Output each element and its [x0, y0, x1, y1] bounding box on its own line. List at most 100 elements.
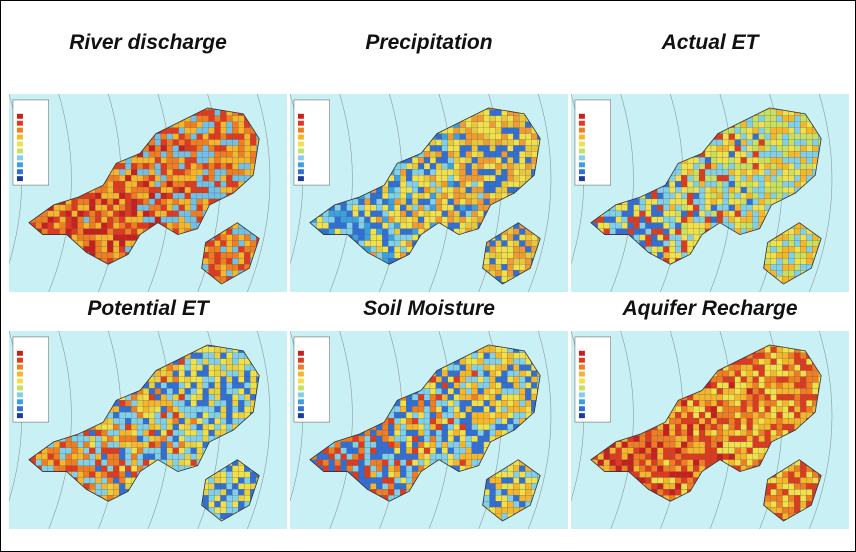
basin-cell — [232, 140, 238, 146]
basin-cell — [119, 211, 125, 217]
basin-cell — [442, 175, 448, 181]
basin-cell — [209, 169, 215, 175]
basin-cell — [406, 205, 412, 211]
basin-cell — [137, 169, 143, 175]
basin-cell — [687, 229, 693, 235]
basin-cell — [669, 229, 675, 235]
basin-cell — [507, 258, 513, 264]
basin-cell — [60, 460, 66, 466]
basin-cell — [448, 151, 454, 157]
basin-cell — [681, 175, 687, 181]
basin-cell — [777, 122, 783, 128]
basin-cell — [95, 235, 101, 241]
basin-cell — [519, 258, 525, 264]
basin-cell — [215, 122, 221, 128]
basin-cell — [484, 145, 490, 151]
basin-cell — [215, 388, 221, 394]
basin-cell — [143, 406, 149, 412]
basin-cell — [167, 151, 173, 157]
basin-cell — [215, 116, 221, 122]
basin-cell — [125, 424, 131, 430]
basin-cell — [179, 460, 185, 466]
basin-cell — [107, 199, 113, 205]
basin-cell — [54, 466, 60, 472]
basin-cell — [54, 211, 60, 217]
basin-cell — [442, 145, 448, 151]
basin-cell — [161, 371, 167, 377]
basin-cell — [400, 169, 406, 175]
basin-cell — [209, 264, 215, 270]
basin-cell — [496, 134, 502, 140]
basin-cell — [232, 145, 238, 151]
basin-cell — [155, 157, 161, 163]
basin-cell — [388, 205, 394, 211]
basin-cell — [203, 145, 209, 151]
basin-cell — [143, 400, 149, 406]
basin-cell — [191, 223, 197, 229]
basin-cell — [788, 175, 794, 181]
basin-cell — [119, 442, 125, 448]
basin-cell — [113, 252, 119, 258]
basin-cell — [72, 211, 78, 217]
basin-cell — [335, 217, 341, 223]
basin-cell — [782, 134, 788, 140]
basin-cell — [747, 151, 753, 157]
basin-cell — [531, 134, 537, 140]
basin-cell — [794, 134, 800, 140]
basin-cell — [388, 187, 394, 193]
basin-cell — [173, 140, 179, 146]
basin-cell — [185, 448, 191, 454]
basin-cell — [215, 134, 221, 140]
basin-cell — [513, 241, 519, 247]
basin-cell — [149, 187, 155, 193]
basin-cell — [448, 217, 454, 223]
basin-cell — [454, 163, 460, 169]
basin-cell — [788, 264, 794, 270]
basin-cell — [687, 199, 693, 205]
basin-cell — [663, 199, 669, 205]
basin-cell — [699, 205, 705, 211]
basin-cell — [161, 140, 167, 146]
basin-cell — [388, 199, 394, 205]
map — [9, 94, 287, 292]
map — [290, 94, 568, 292]
basin-cell — [197, 418, 203, 424]
basin-cell — [155, 205, 161, 211]
basin-cell — [359, 211, 365, 217]
basin-cell — [794, 122, 800, 128]
basin-cell — [705, 157, 711, 163]
basin-cell — [806, 241, 812, 247]
basin-cell — [137, 181, 143, 187]
basin-cell — [226, 388, 232, 394]
basin-cell — [717, 187, 723, 193]
basin-cell — [131, 193, 137, 199]
basin-cell — [370, 229, 376, 235]
basin-cell — [179, 412, 185, 418]
basin-cell — [209, 382, 215, 388]
basin-cell — [60, 466, 66, 472]
basin-cell — [185, 424, 191, 430]
basin-cell — [400, 223, 406, 229]
basin-cell — [741, 134, 747, 140]
basin-cell — [681, 169, 687, 175]
basin-cell — [125, 454, 131, 460]
basin-cell — [484, 181, 490, 187]
basin-cell — [173, 175, 179, 181]
basin-cell — [442, 157, 448, 163]
basin-cell — [729, 163, 735, 169]
basin-cell — [238, 116, 244, 122]
basin-cell — [448, 181, 454, 187]
basin-cell — [777, 157, 783, 163]
basin-cell — [675, 223, 681, 229]
basin-cell — [765, 140, 771, 146]
basin-cell — [454, 217, 460, 223]
basin-cell — [771, 187, 777, 193]
basin-cell — [335, 229, 341, 235]
basin-cell — [765, 193, 771, 199]
basin-cell — [232, 246, 238, 252]
basin-cell — [226, 258, 232, 264]
basin-cell — [436, 217, 442, 223]
basin-cell — [78, 217, 84, 223]
basin-cell — [113, 430, 119, 436]
basin-cell — [681, 163, 687, 169]
